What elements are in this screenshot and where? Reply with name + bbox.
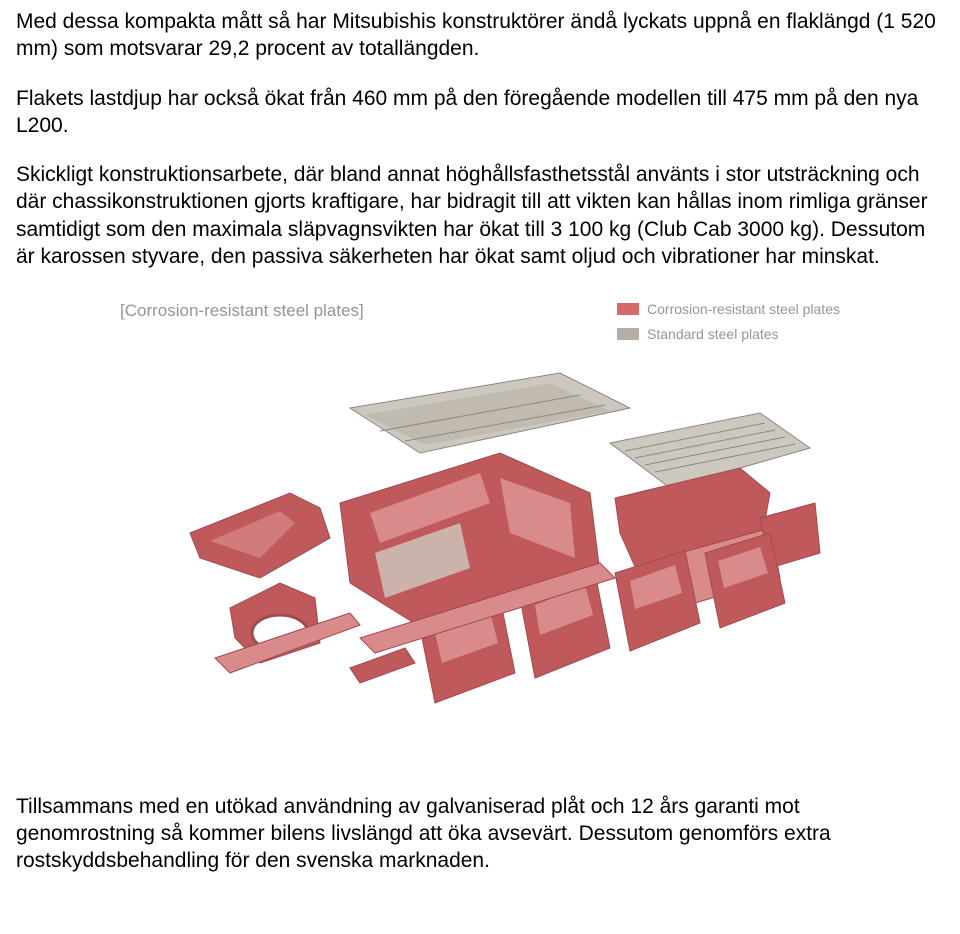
part-hood [190,493,330,578]
diagram-legend: Corrosion-resistant steel plates Standar… [617,300,840,342]
paragraph-4: Tillsammans med en utökad användning av … [16,793,944,875]
part-roof [350,373,630,453]
diagram-title: [Corrosion-resistant steel plates] [120,300,364,322]
paragraph-2: Flakets lastdjup har också ökat från 460… [16,85,944,140]
diagram-header: [Corrosion-resistant steel plates] Corro… [120,300,840,342]
part-rocker [350,648,415,683]
legend-label-corrosion: Corrosion-resistant steel plates [647,300,840,318]
exploded-diagram: [Corrosion-resistant steel plates] Corro… [16,300,944,732]
legend-label-standard: Standard steel plates [647,325,779,343]
swatch-corrosion [617,303,639,315]
exploded-car-svg [120,353,840,733]
document-page: Med dessa kompakta mått så har Mitsubish… [0,0,960,913]
legend-item-corrosion: Corrosion-resistant steel plates [617,300,840,318]
paragraph-3: Skickligt konstruktionsarbete, där bland… [16,161,944,270]
legend-item-standard: Standard steel plates [617,325,840,343]
swatch-standard [617,328,639,340]
paragraph-1: Med dessa kompakta mått så har Mitsubish… [16,8,944,63]
